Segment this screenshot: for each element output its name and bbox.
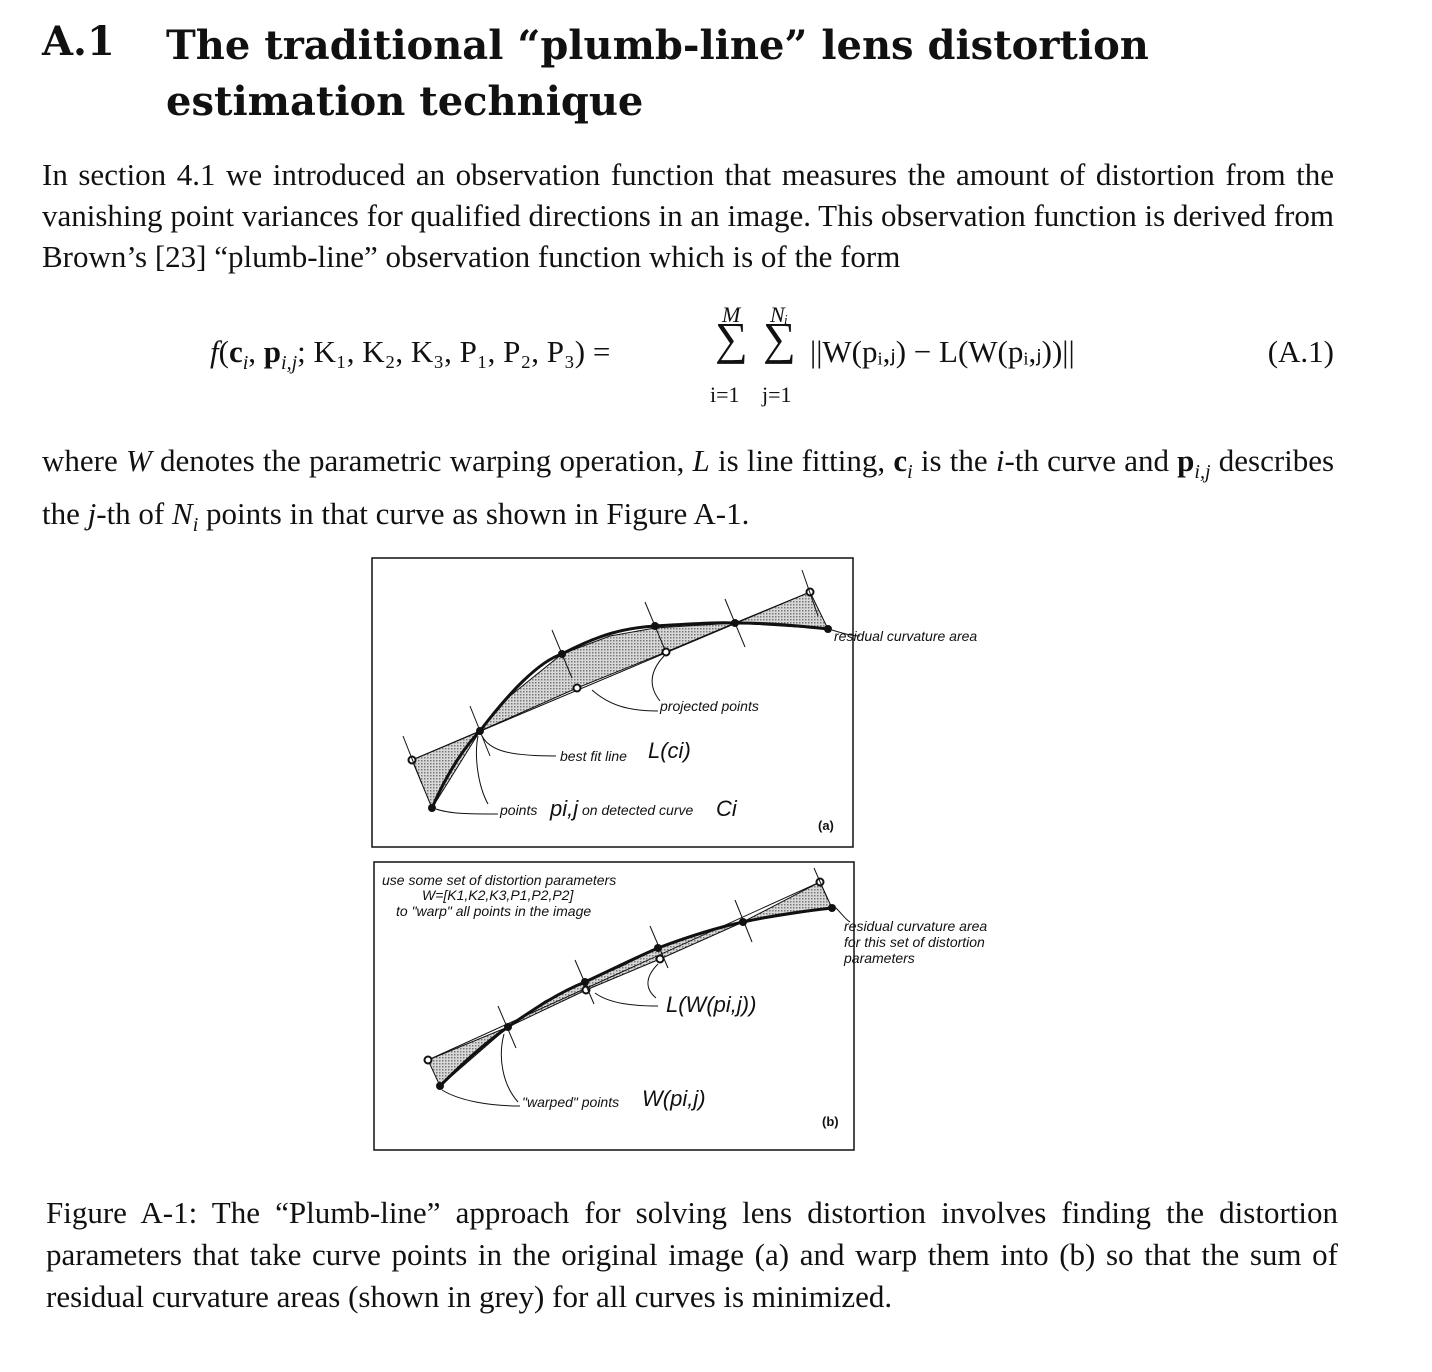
eq-sum-outer-upper: M (722, 302, 741, 327)
eq-sum-inner: ∑ (763, 313, 796, 364)
label-warped-math: W(pi,j) (642, 1086, 706, 1111)
label-residual-area-b-3: parameters (844, 950, 915, 966)
label-projected-points: projected points (660, 698, 759, 714)
panel-a-curve-points (428, 619, 832, 812)
panel-a-tag: (a) (818, 818, 834, 833)
panel-b-warped-curve (438, 906, 833, 1088)
note-line-3: to "warp" all points in the image (396, 903, 592, 919)
panel-b-best-fit-line (427, 881, 821, 1061)
paragraph-definitions: where W denotes the parametric warping o… (42, 443, 1335, 536)
eq-sum-inner-upper: Nᵢ (770, 302, 789, 327)
note-line-2: W=[K1,K2,K3,P1,P2,P2] (422, 887, 574, 903)
eq-params: K₁, K₂, K₃, P₁, P₂, P₃ (313, 334, 575, 369)
equation-a1: f(ci, pi,j; K₁, K₂, K₃, P₁, P₂, P₃) = M … (210, 300, 1334, 410)
panel-b-ticks (497, 867, 829, 1049)
equation-number: (A.1) (1267, 334, 1334, 369)
label-residual-area-a: residual curvature area (834, 628, 978, 644)
eq-sum-outer-lower: i=1 (710, 382, 740, 407)
equation-lhs: f(ci, pi,j; K₁, K₂, K₃, P₁, P₂, P₃) = (210, 334, 611, 374)
eq-func: f (210, 334, 219, 369)
eq-sum-outer: ∑ (715, 313, 748, 364)
panel-a-frame (371, 557, 854, 848)
figure-caption: Figure A-1: The “Plumb-line” approach fo… (46, 1195, 1338, 1314)
panel-a-ticks (402, 569, 819, 785)
label-warped-points: "warped" points (522, 1094, 620, 1110)
label-curve-math: Ci (716, 796, 737, 821)
eq-sum-inner-lower: j=1 (762, 382, 792, 407)
label-points: points (500, 802, 538, 818)
equation-rhs: ||W(pᵢ,ⱼ) − L(W(pᵢ,ⱼ))|| (810, 334, 1075, 369)
panel-b-tag: (b) (822, 1114, 839, 1129)
panel-a-best-fit-line (411, 591, 811, 761)
label-best-fit-line: best fit line (560, 748, 627, 764)
panel-b-projected-points (423, 877, 825, 1065)
panel-a-leaders (435, 629, 861, 815)
panel-b-residual-area (742, 881, 833, 923)
label-lw-math: L(W(pi,j)) (666, 992, 757, 1017)
panel-b-frame (373, 861, 855, 1151)
panel-b-leaders (441, 907, 851, 1107)
figure-a1: residual curvature area projected points… (370, 556, 1020, 1156)
label-points-rest: on detected curve (582, 802, 694, 818)
paragraph-intro: In section 4.1 we introduced an observat… (42, 157, 1334, 274)
figure-drawing (371, 557, 861, 1151)
section-number: A.1 (42, 18, 115, 65)
section-title: The traditional “plumb-line” lens distor… (166, 22, 1149, 125)
label-points-math: pi,j (550, 796, 579, 821)
panel-b-warped-points (436, 904, 836, 1090)
label-residual-area-b-1: residual curvature area (844, 918, 988, 934)
label-residual-area-b-2: for this set of distortion (844, 934, 985, 950)
panel-a-detected-curve (430, 621, 829, 809)
label-best-fit-math: L(ci) (648, 738, 691, 763)
note-line-1: use some set of distortion parameters (382, 872, 617, 888)
